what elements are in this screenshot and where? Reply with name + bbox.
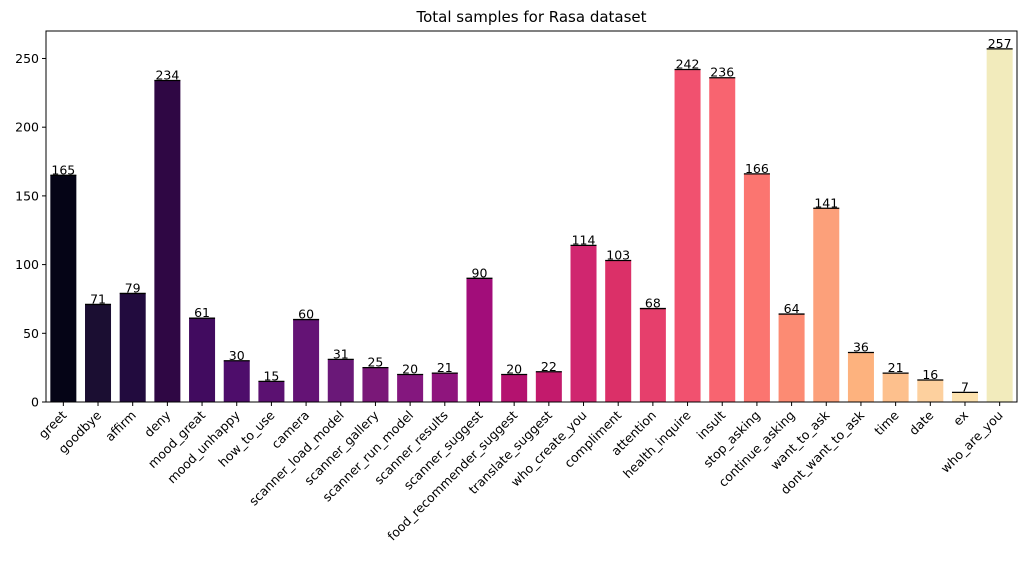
value-label: 103 xyxy=(606,247,630,262)
bar-mood_great xyxy=(189,318,216,402)
y-tick-label: 200 xyxy=(15,120,39,135)
y-tick-label: 50 xyxy=(23,326,39,341)
value-label: 71 xyxy=(90,291,106,306)
x-tick-label: ex xyxy=(950,408,971,429)
y-tick-label: 150 xyxy=(15,188,39,203)
bar-camera xyxy=(293,319,320,402)
bar-goodbye xyxy=(85,304,112,402)
bar-scanner_suggest xyxy=(466,278,493,402)
value-label: 20 xyxy=(402,362,418,377)
bar-deny xyxy=(154,80,181,402)
value-label: 20 xyxy=(506,362,522,377)
value-label: 64 xyxy=(784,301,800,316)
bar-insult xyxy=(709,77,736,403)
y-axis: 0 50 100 150 200 250 xyxy=(15,51,46,410)
bar-date xyxy=(917,380,944,402)
bar-want_to_ask xyxy=(813,208,840,402)
value-label: 166 xyxy=(745,161,769,176)
bar-ex xyxy=(951,392,978,402)
bar-scanner_results xyxy=(431,373,458,402)
value-label: 60 xyxy=(298,307,314,322)
bar-dont_want_to_ask xyxy=(847,352,874,402)
value-label: 25 xyxy=(367,355,383,370)
value-label: 61 xyxy=(194,305,210,320)
bar-health_inquire xyxy=(674,69,701,403)
bar-who_are_you xyxy=(986,48,1013,402)
value-label: 79 xyxy=(125,280,141,295)
plot-frame xyxy=(45,30,1018,403)
value-label: 21 xyxy=(888,360,904,375)
bars-group xyxy=(50,48,1013,403)
bar-time xyxy=(882,373,909,402)
bar-who_create_you xyxy=(570,245,597,402)
value-label: 16 xyxy=(922,367,938,382)
x-tick-label: time xyxy=(871,407,902,438)
value-label: 114 xyxy=(572,232,596,247)
value-label: 31 xyxy=(333,346,349,361)
chart-title: Total samples for Rasa dataset xyxy=(415,8,646,26)
bar-stop_asking xyxy=(743,173,770,402)
bar-attention xyxy=(639,308,666,402)
x-tick-label: who_are_you xyxy=(938,408,1006,476)
value-label: 257 xyxy=(988,36,1012,51)
x-tick-label: date xyxy=(906,407,937,438)
value-label: 30 xyxy=(229,348,245,363)
value-label: 242 xyxy=(676,56,700,71)
bar-mood_unhappy xyxy=(223,360,250,402)
bar-scanner_gallery xyxy=(362,367,389,402)
bar-continue_asking xyxy=(778,314,805,402)
bar-scanner_run_model xyxy=(397,374,424,402)
x-tick-label: affirm xyxy=(102,408,139,445)
bar-how_to_use xyxy=(258,381,285,402)
y-tick-label: 100 xyxy=(15,257,39,272)
value-label: 68 xyxy=(645,296,661,311)
bar-affirm xyxy=(119,293,146,402)
value-label: 36 xyxy=(853,340,869,355)
value-label: 165 xyxy=(51,162,75,177)
bar-scanner_load_model xyxy=(327,359,354,402)
bar-compliment xyxy=(605,260,632,402)
value-label: 90 xyxy=(472,265,488,280)
value-label: 22 xyxy=(541,359,557,374)
value-label: 234 xyxy=(155,67,179,82)
value-label: 7 xyxy=(961,379,969,394)
value-label: 141 xyxy=(814,195,838,210)
value-labels-group: 165 71 79 234 61 30 15 60 31 25 20 21 90 20 22 114 103 68… xyxy=(51,36,1011,395)
value-label: 15 xyxy=(263,368,279,383)
value-label: 21 xyxy=(437,360,453,375)
value-label: 236 xyxy=(710,65,734,80)
bar-food_recommender_suggest xyxy=(501,374,528,402)
y-tick-label: 250 xyxy=(15,51,39,66)
bar-greet xyxy=(50,175,77,402)
bar-translate_suggest xyxy=(535,371,562,402)
y-tick-label: 0 xyxy=(31,395,39,410)
